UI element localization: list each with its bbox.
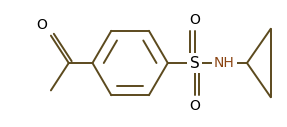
Text: O: O <box>36 18 47 32</box>
Text: NH: NH <box>214 56 234 70</box>
Text: O: O <box>189 99 200 113</box>
Text: S: S <box>190 55 199 70</box>
Text: O: O <box>189 13 200 27</box>
